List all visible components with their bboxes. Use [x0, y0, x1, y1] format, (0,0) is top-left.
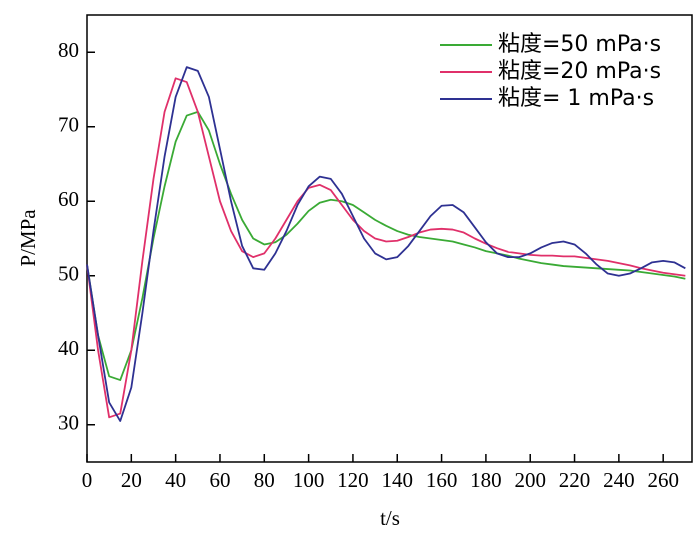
x-tick-label: 240: [603, 468, 635, 492]
y-tick-label: 50: [58, 262, 79, 286]
x-axis-label: t/s: [380, 506, 400, 530]
x-tick-label: 20: [121, 468, 142, 492]
y-tick-label: 30: [58, 411, 79, 435]
plot-frame: [86, 14, 693, 463]
x-tick-label: 160: [426, 468, 458, 492]
series-line: [86, 77, 686, 419]
x-tick-label: 40: [165, 468, 186, 492]
x-tick-label: 260: [647, 468, 679, 492]
legend-label: 粘度=20 mPa·s: [498, 59, 661, 84]
y-axis-label: P/MPa: [16, 209, 40, 267]
x-tick-label: 180: [470, 468, 502, 492]
series-line: [86, 66, 686, 422]
x-tick-label: 140: [382, 468, 414, 492]
series-line: [86, 110, 686, 381]
legend-label: 粘度=50 mPa·s: [498, 32, 661, 57]
x-tick-label: 0: [82, 468, 93, 492]
y-tick-label: 40: [58, 336, 79, 360]
legend-label: 粘度= 1 mPa·s: [498, 86, 654, 111]
y-tick-label: 60: [58, 187, 79, 211]
y-tick-label: 80: [58, 38, 79, 62]
x-tick-label: 220: [559, 468, 591, 492]
x-tick-label: 80: [254, 468, 275, 492]
x-tick-label: 100: [293, 468, 325, 492]
y-tick-label: 70: [58, 113, 79, 137]
x-tick-label: 120: [337, 468, 369, 492]
x-tick-label: 200: [514, 468, 546, 492]
x-tick-label: 60: [209, 468, 230, 492]
